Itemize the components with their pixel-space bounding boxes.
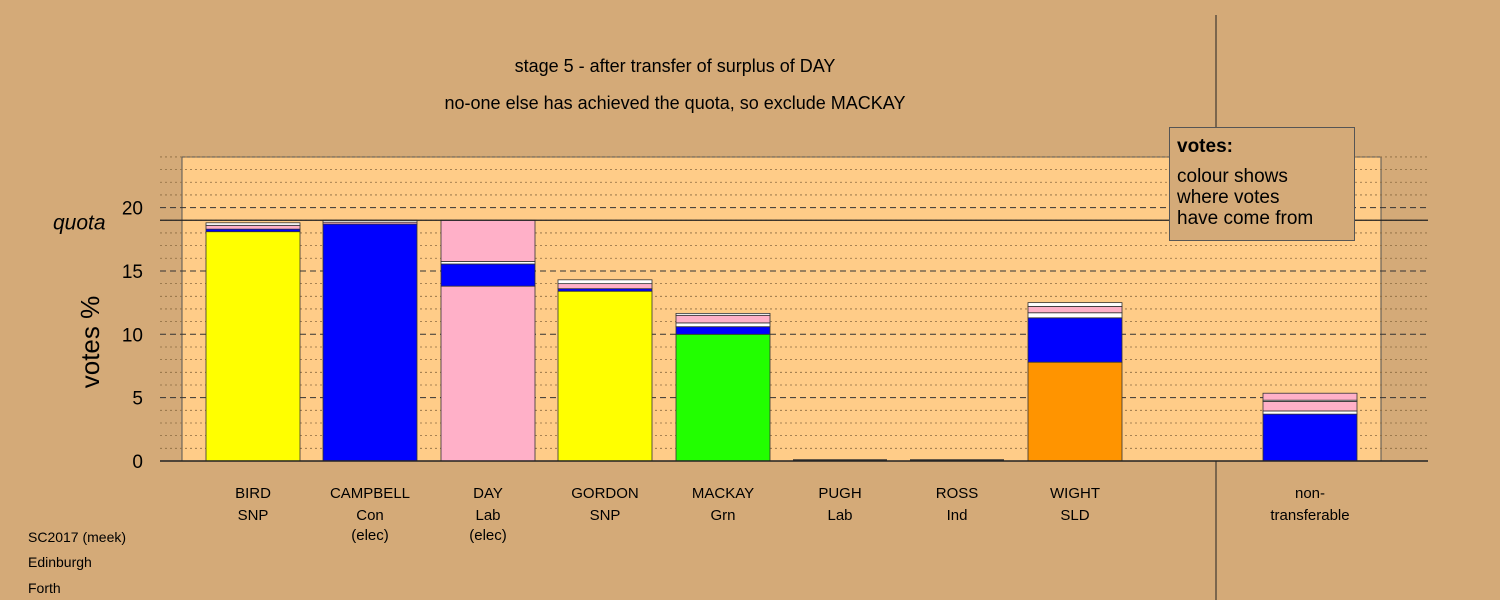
bar-segment: [557, 283, 653, 290]
chart-subtitle: no-one else has achieved the quota, so e…: [444, 93, 906, 113]
bar-segment: [205, 222, 301, 226]
bar-segment: [1262, 392, 1358, 401]
y-tick-label: 15: [122, 262, 143, 283]
bar-segment: [675, 312, 771, 316]
bar-segment: [1027, 317, 1123, 363]
x-category-party: SNP: [238, 507, 269, 524]
bar-segment: [440, 219, 536, 262]
legend-text-line: where votes: [1177, 187, 1280, 208]
bar-segment: [1027, 361, 1123, 462]
bar-segment: [1027, 306, 1123, 314]
x-category-party: Con: [356, 507, 384, 524]
y-tick-label: 5: [132, 389, 143, 410]
bar-segment: [1027, 302, 1123, 307]
x-category-party: SNP: [590, 507, 621, 524]
bar-segment: [440, 263, 536, 287]
x-category-party: Ind: [947, 507, 968, 524]
x-category-name: MACKAY: [692, 485, 754, 502]
legend-text-line: have come from: [1177, 208, 1314, 229]
quota-label: quota: [53, 211, 106, 234]
x-category-party: Lab: [827, 507, 852, 524]
x-category-note: (elec): [469, 527, 507, 544]
y-tick-label: 20: [122, 199, 143, 220]
footer-council: Edinburgh: [28, 554, 92, 570]
x-category-name: CAMPBELL: [330, 485, 410, 502]
chart-title: stage 5 - after transfer of surplus of D…: [514, 56, 836, 76]
bar-segment: [322, 223, 418, 462]
bar-segment: [1262, 410, 1358, 415]
x-category-party: Grn: [710, 507, 735, 524]
x-category-name: DAY: [473, 485, 503, 502]
bar-segment: [675, 326, 771, 335]
bar-segment: [1262, 413, 1358, 462]
bar-segment: [205, 224, 301, 230]
footer-ward: Forth: [28, 580, 61, 596]
x-category-name: PUGH: [818, 485, 861, 502]
y-tick-label: 10: [122, 325, 143, 346]
bar-segment: [440, 285, 536, 462]
bar-segment: [675, 333, 771, 462]
x-category-name: GORDON: [571, 485, 639, 502]
footer-election: SC2017 (meek): [28, 529, 127, 545]
bar-segment: [1027, 312, 1123, 319]
legend: votes: colour shows where votes have com…: [1169, 127, 1355, 241]
bar-segment: [557, 290, 653, 462]
y-axis-label: votes %: [75, 296, 105, 389]
bar-segment: [675, 314, 771, 324]
x-category-note: (elec): [351, 527, 389, 544]
x-category-name: BIRD: [235, 485, 271, 502]
x-category-party: SLD: [1060, 507, 1089, 524]
bar-segment: [1262, 401, 1358, 412]
x-category-name: WIGHT: [1050, 485, 1100, 502]
bar-segment: [557, 279, 653, 285]
legend-title: votes:: [1177, 136, 1233, 157]
legend-text-line: colour shows: [1177, 166, 1288, 187]
x-category-name: non-: [1295, 485, 1325, 502]
x-category-name: ROSS: [936, 485, 979, 502]
y-tick-label: 0: [132, 452, 143, 473]
x-category-party: transferable: [1270, 507, 1349, 524]
bar-segment: [205, 231, 301, 462]
x-category-party: Lab: [475, 507, 500, 524]
bar-segment: [675, 322, 771, 328]
